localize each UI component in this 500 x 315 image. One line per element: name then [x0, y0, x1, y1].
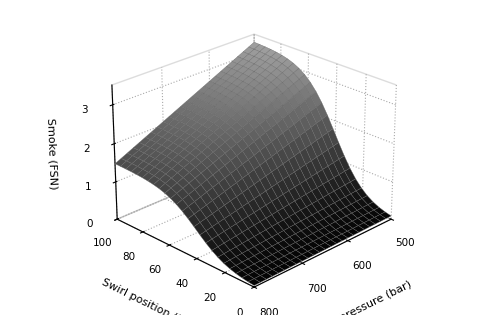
X-axis label: Rail pressure (bar): Rail pressure (bar) [316, 279, 413, 315]
Y-axis label: Swirl position (%): Swirl position (%) [100, 277, 192, 315]
